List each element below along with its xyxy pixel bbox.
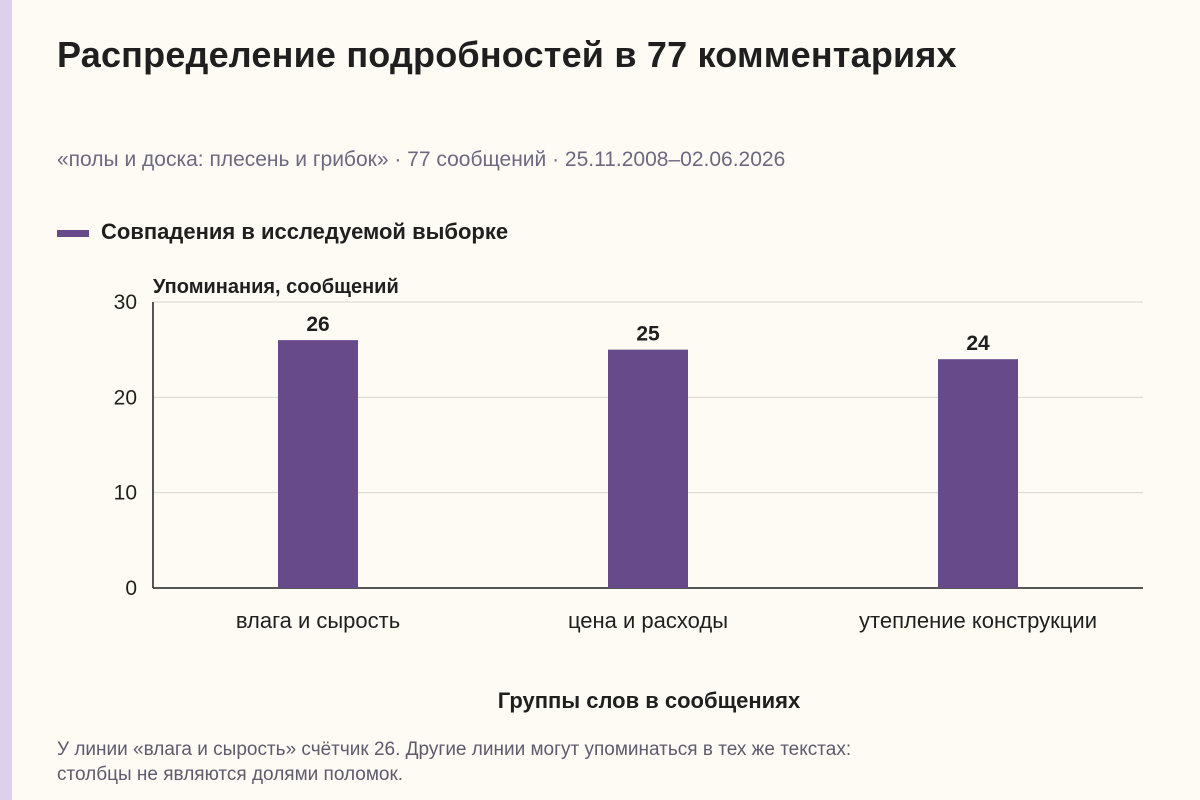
footnote: У линии «влага и сырость» счётчик 26. Др…	[57, 737, 1057, 787]
legend: Совпадения в исследуемой выборке	[57, 219, 508, 245]
x-tick-label: цена и расходы	[568, 608, 728, 633]
bar	[608, 349, 688, 588]
y-tick-label: 30	[114, 291, 137, 314]
y-tick-label: 10	[114, 482, 137, 505]
bar-chart: Упоминания, сообщений Группы слов в сооб…	[114, 276, 1143, 713]
x-axis-label: Группы слов в сообщениях	[498, 688, 801, 713]
x-tick-label: влага и сырость	[236, 608, 400, 633]
bar-value-label: 24	[966, 332, 990, 355]
y-tick-label: 0	[125, 577, 137, 600]
y-axis-label: Упоминания, сообщений	[153, 276, 399, 298]
bar	[938, 359, 1018, 588]
legend-label: Совпадения в исследуемой выборке	[101, 219, 509, 244]
legend-swatch	[57, 230, 89, 237]
footnote-line-1: У линии «влага и сырость» счётчик 26. Др…	[57, 739, 852, 760]
bar-value-label: 25	[636, 323, 660, 346]
footnote-line-2: столбцы не являются долями поломок.	[57, 764, 404, 785]
bar-value-label: 26	[306, 313, 329, 336]
side-accent-strip	[0, 0, 12, 800]
y-tick-label: 20	[114, 386, 137, 409]
bar	[278, 340, 358, 588]
chart-title: Распределение подробностей в 77 коммента…	[57, 34, 957, 75]
chart-subtitle: «полы и доска: плесень и грибок» · 77 со…	[57, 148, 786, 171]
x-tick-label: утепление конструкции	[859, 608, 1097, 633]
